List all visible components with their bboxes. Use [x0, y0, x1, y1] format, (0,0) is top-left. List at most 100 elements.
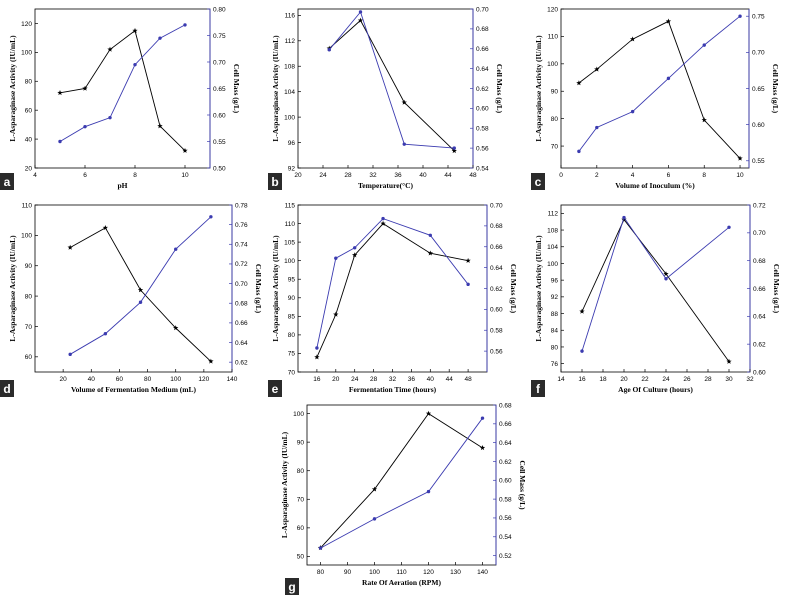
y-tick-label: 60 [297, 525, 305, 532]
data-point-cell-mass [183, 23, 187, 27]
y-right-tick-label: 0.70 [490, 202, 503, 209]
y-tick-label: 90 [25, 263, 33, 270]
y-right-tick-label: 0.75 [752, 14, 765, 21]
chart-panel-e: 16 20 24 28 32 36 40 44 48 70 75 80 85 90 95 100 105 110 1… [271, 202, 518, 394]
y-tick-label: 105 [284, 239, 295, 246]
y-right-tick-label: 0.62 [476, 86, 489, 93]
y-right-tick-label: 0.52 [499, 553, 512, 560]
y-right-tick-label: 0.64 [476, 66, 489, 73]
x-tick-label: 120 [423, 569, 434, 576]
data-point-cell-mass [727, 225, 731, 229]
y-right-tick-label: 0.78 [235, 202, 248, 209]
data-point-cell-mass [428, 233, 432, 237]
y-axis-label: L-Asparaginase Activity (IU/mL) [271, 35, 280, 142]
panel-tag-letter: g [288, 580, 295, 594]
data-point-cell-mass [58, 139, 62, 144]
data-point-cell-mass [664, 277, 668, 281]
y-tick-label: 120 [547, 6, 558, 13]
y-tick-label: 110 [548, 34, 559, 41]
y-tick-label: 100 [284, 258, 295, 265]
y-axis-label: L-Asparaginase Activity (IU/mL) [280, 431, 289, 538]
x-tick-label: 20 [332, 376, 340, 383]
x-tick-label: 28 [704, 376, 712, 383]
series-line-cell-mass [316, 218, 469, 349]
x-tick-label: 100 [170, 376, 181, 383]
y-tick-label: 90 [297, 439, 305, 446]
data-point-cell-mass [315, 346, 319, 350]
data-point-cell-mass [580, 349, 584, 353]
chart-panel-g: 80 90 100 110 120 130 140 50 60 70 80 90 100 0.52 0.54… [280, 402, 527, 587]
x-tick-label: 40 [419, 172, 427, 179]
data-point-cell-mass [480, 416, 485, 420]
panel-tag-background [268, 173, 282, 190]
y-tick-label: 84 [551, 328, 559, 335]
y-axis-label: L-Asparaginase Activity (IU/mL) [271, 235, 280, 342]
y-right-tick-label: 0.56 [499, 515, 512, 522]
y-right-tick-label: 0.70 [752, 50, 765, 57]
y-tick-label: 60 [25, 107, 33, 114]
plot-frame [560, 8, 750, 169]
x-tick-label: 40 [88, 376, 96, 383]
y-right-tick-label: 0.58 [476, 126, 489, 133]
y-right-axis-label: Cell Mass (g/L) [518, 460, 527, 510]
data-point-activity [352, 252, 358, 258]
data-point-activity [621, 216, 627, 222]
data-point-activity [107, 46, 113, 52]
y-right-tick-label: 0.54 [476, 165, 489, 172]
x-tick-label: 140 [227, 376, 238, 383]
panel-tag-d: d [0, 380, 14, 397]
data-point-cell-mass [666, 76, 671, 81]
series-line-cell-mass [578, 15, 741, 152]
y-tick-label: 100 [547, 61, 558, 68]
y-right-tick-label: 0.72 [235, 261, 248, 268]
y-axis-label: L-Asparaginase Activity (IU/mL) [534, 235, 543, 342]
series-line-activity [69, 227, 212, 362]
y-tick-label: 80 [25, 293, 33, 300]
data-point-activity [401, 99, 407, 105]
panel-tag-background [531, 173, 545, 190]
data-point-cell-mass [358, 10, 363, 14]
y-right-tick-label: 0.62 [235, 359, 248, 366]
data-point-cell-mass [353, 246, 357, 250]
data-point-cell-mass [83, 124, 87, 129]
x-tick-label: 16 [313, 376, 321, 383]
x-tick-label: 36 [394, 172, 402, 179]
y-right-tick-label: 0.62 [753, 341, 766, 348]
data-point-activity [208, 358, 214, 364]
x-tick-label: 6 [667, 172, 671, 179]
x-tick-label: 32 [369, 172, 377, 179]
y-tick-label: 20 [25, 165, 33, 172]
y-tick-label: 70 [25, 324, 33, 331]
x-tick-label: 48 [464, 376, 472, 383]
y-right-axis-label: Cell Mass (g/L) [771, 64, 780, 114]
x-tick-label: 24 [319, 172, 327, 179]
x-tick-label: 0 [559, 172, 563, 179]
data-point-activity [576, 80, 582, 86]
x-tick-label: 48 [469, 172, 477, 179]
data-point-cell-mass [702, 43, 706, 47]
panel-tag-g: g [285, 578, 299, 595]
series-line-activity [328, 19, 455, 152]
data-point-activity [594, 66, 600, 72]
panel-tag-background [531, 380, 545, 397]
x-tick-label: 18 [599, 376, 607, 383]
x-tick-label: 80 [317, 569, 325, 576]
panel-tag-letter: d [3, 382, 10, 396]
y-right-tick-label: 0.65 [213, 86, 226, 93]
y-tick-label: 70 [551, 143, 559, 150]
x-tick-label: 100 [369, 569, 380, 576]
y-tick-label: 100 [284, 114, 295, 121]
y-right-tick-label: 0.64 [490, 265, 503, 272]
y-tick-label: 96 [288, 140, 296, 147]
panel-tag-letter: a [4, 175, 11, 189]
y-tick-label: 75 [288, 351, 296, 358]
data-point-activity [137, 287, 144, 293]
data-point-activity [663, 271, 669, 277]
y-tick-label: 80 [297, 468, 305, 475]
series-line-cell-mass [581, 216, 730, 352]
y-tick-label: 112 [285, 38, 296, 45]
y-tick-label: 70 [288, 369, 296, 376]
y-right-axis-label: Cell Mass (g/L) [254, 264, 263, 314]
data-point-activity [665, 18, 672, 24]
data-point-activity [57, 90, 63, 96]
